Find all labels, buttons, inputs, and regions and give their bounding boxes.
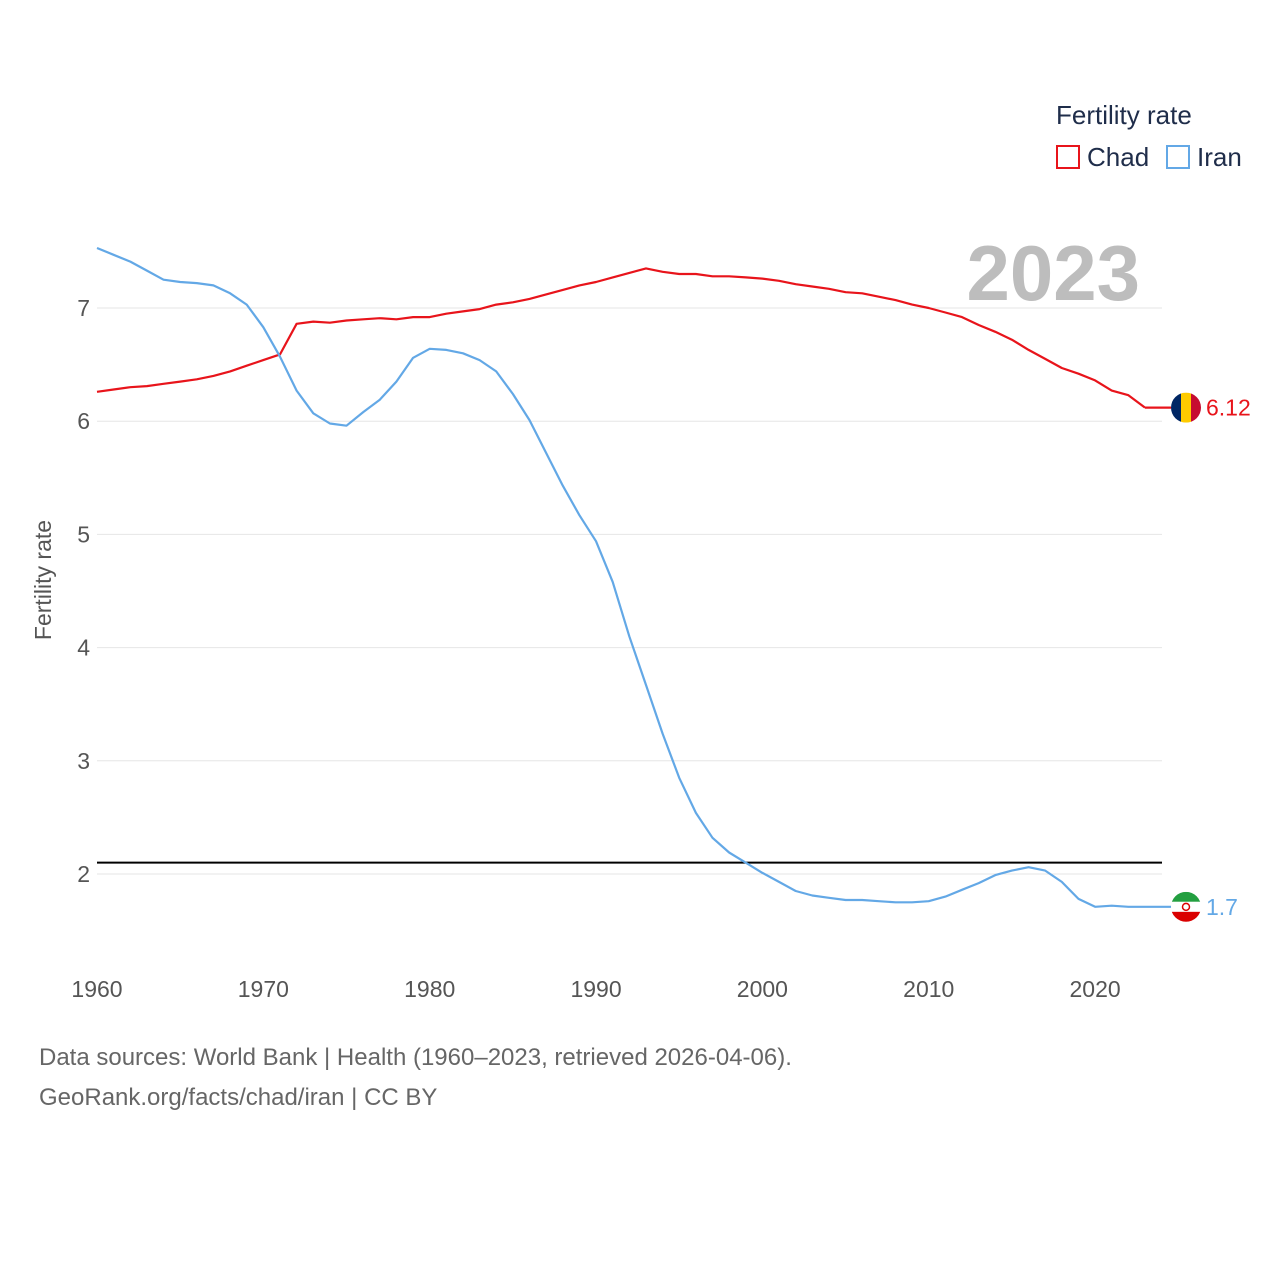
x-tick-label: 1980 xyxy=(404,976,455,1002)
flag-iran-icon xyxy=(1171,891,1201,922)
flag-stripe xyxy=(1171,392,1181,423)
flag-stripe xyxy=(1171,911,1201,922)
y-tick-label: 5 xyxy=(77,521,90,547)
x-tick-label: 1970 xyxy=(238,976,289,1002)
legend-label-chad: Chad xyxy=(1087,142,1149,172)
y-tick-label: 6 xyxy=(77,408,90,434)
y-tick-label: 4 xyxy=(77,635,90,661)
end-value-label-chad: 6.12 xyxy=(1206,395,1251,421)
flag-chad-icon xyxy=(1171,392,1201,423)
legend-title: Fertility rate xyxy=(1056,100,1192,130)
x-tick-label: 1990 xyxy=(570,976,621,1002)
flag-stripe xyxy=(1171,901,1201,912)
x-tick-label: 2010 xyxy=(903,976,954,1002)
y-axis-title: Fertility rate xyxy=(30,520,56,640)
legend-item-chad[interactable]: Chad xyxy=(1056,142,1149,172)
flag-stripe xyxy=(1191,392,1201,423)
credit-note: GeoRank.org/facts/chad/iran | CC BY xyxy=(39,1084,438,1111)
flag-stripe xyxy=(1181,392,1191,423)
x-tick-label: 2000 xyxy=(737,976,788,1002)
series-line-chad[interactable] xyxy=(96,267,1146,409)
current-year-label: 2023 xyxy=(966,229,1140,317)
legend-swatch-iran xyxy=(1166,145,1190,169)
end-value-label-iran: 1.7 xyxy=(1206,894,1238,920)
x-tick-label: 2020 xyxy=(1070,976,1121,1002)
x-tick-label: 1960 xyxy=(71,976,122,1002)
flag-stripe xyxy=(1171,891,1201,902)
flag-emblem xyxy=(1181,902,1191,912)
y-tick-label: 2 xyxy=(77,861,90,887)
y-tick-label: 7 xyxy=(77,295,90,321)
legend-swatch-chad xyxy=(1056,145,1080,169)
data-sources-note: Data sources: World Bank | Health (1960–… xyxy=(39,1044,792,1071)
series-line-iran[interactable] xyxy=(96,246,1145,908)
y-tick-label: 3 xyxy=(77,748,90,774)
legend-item-iran[interactable]: Iran xyxy=(1166,142,1242,172)
legend: Fertility rate Chad Iran xyxy=(1056,100,1242,172)
legend-label-iran: Iran xyxy=(1197,142,1242,172)
